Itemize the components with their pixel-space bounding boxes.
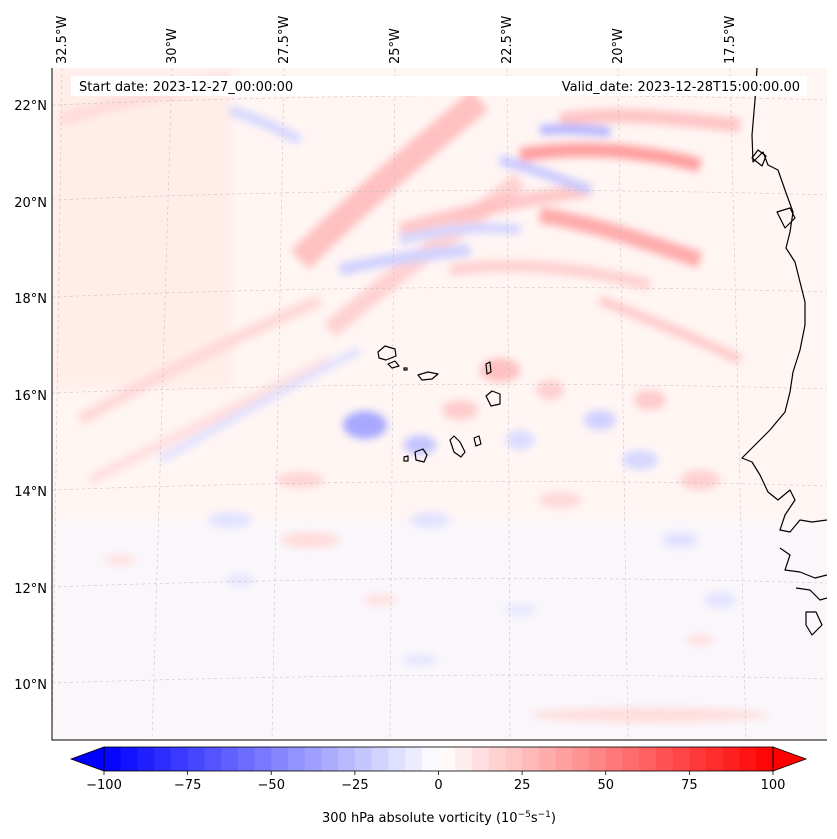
start-date-text: Start date: 2023-12-27_00:00:00 xyxy=(79,80,293,95)
colorbar-extend-max xyxy=(772,746,808,772)
africa-coastline xyxy=(741,68,827,636)
colorbar-segment xyxy=(622,747,640,771)
colorbar-segment xyxy=(287,747,306,771)
colorbar-segment xyxy=(388,747,406,771)
island-maio xyxy=(473,435,482,447)
colorbar-segment xyxy=(455,747,473,771)
island-santo-antao xyxy=(377,345,397,361)
colorbar-segment xyxy=(371,747,389,771)
colorbar-segment xyxy=(438,747,456,771)
colorbar-segment xyxy=(221,747,239,771)
colorbar-segment xyxy=(488,747,506,771)
colorbar-segment xyxy=(605,747,623,771)
colorbar-tick-label: 100 xyxy=(761,778,786,793)
island-santa-luzia xyxy=(403,367,408,371)
colorbar-segment xyxy=(170,747,189,771)
colorbar-segment xyxy=(104,747,122,771)
island-sao-vicente xyxy=(387,360,400,369)
coastline xyxy=(741,68,827,636)
colorbar-segment xyxy=(137,747,155,771)
island-sao-nicolau xyxy=(417,371,439,381)
colorbar-segment xyxy=(321,747,339,771)
lon-label-20w: 20°W xyxy=(611,28,626,64)
colorbar-segment xyxy=(471,747,490,771)
coast-detail xyxy=(776,207,796,229)
colorbar-ticks: −100 −75 −50 −25 0 25 50 75 100 xyxy=(86,771,785,793)
colorbar-tick-label: −75 xyxy=(174,778,201,793)
island-boa-vista xyxy=(485,390,501,407)
map-panel: Start date: 2023-12-27_00:00:00 Valid_da… xyxy=(51,68,827,741)
colorbar-tick-label: 75 xyxy=(681,778,698,793)
colorbar-segment xyxy=(271,747,289,771)
colorbar-segment xyxy=(672,747,690,771)
colorbar-segment xyxy=(354,747,373,771)
dakar-peninsula xyxy=(751,149,767,167)
colorbar-segment xyxy=(254,747,272,771)
colorbar-segment xyxy=(722,747,740,771)
colorbar-segment xyxy=(405,747,423,771)
lon-label-17-5w: 17.5°W xyxy=(723,16,738,64)
lon-label-30w: 30°W xyxy=(165,28,180,64)
colorbar-segment xyxy=(204,747,222,771)
lat-label-22n: 22°N xyxy=(14,99,47,114)
map-frame xyxy=(51,68,827,741)
colorbar-tick-label: −100 xyxy=(86,778,122,793)
colorbar-tick-label: 25 xyxy=(514,778,531,793)
colorbar-segment xyxy=(756,747,774,771)
colorbar-tick-label: −25 xyxy=(341,778,368,793)
colorbar-segment xyxy=(706,747,724,771)
lat-label-12n: 12°N xyxy=(14,582,47,597)
valid-date-text: Valid_date: 2023-12-28T15:00:00.00 xyxy=(562,80,800,95)
lat-label-18n: 18°N xyxy=(14,292,47,307)
colorbar-segment xyxy=(538,747,556,771)
colorbar-segments xyxy=(104,747,774,771)
lon-label-25w: 25°W xyxy=(388,28,403,64)
colorbar-segment xyxy=(572,747,590,771)
longitude-labels: 32.5°W 30°W 27.5°W 25°W 22.5°W 20°W 17.5… xyxy=(55,16,738,64)
island-santiago xyxy=(449,435,466,458)
colorbar-segment xyxy=(120,747,138,771)
vorticity-field xyxy=(52,68,827,740)
lat-label-10n: 10°N xyxy=(14,678,47,693)
colorbar-segment xyxy=(154,747,172,771)
colorbar-segment xyxy=(555,747,573,771)
colorbar-tick-label: −50 xyxy=(258,778,285,793)
date-banner-background xyxy=(71,76,807,96)
colorbar-segment xyxy=(739,747,757,771)
lat-label-16n: 16°N xyxy=(14,389,47,404)
colorbar-segment xyxy=(237,747,255,771)
colorbar-segment xyxy=(505,747,523,771)
colorbar-label: 300 hPa absolute vorticity (10−5s−1) xyxy=(322,810,556,826)
colorbar-tick-label: 50 xyxy=(597,778,614,793)
cape-verde-islands xyxy=(377,345,501,463)
lat-label-14n: 14°N xyxy=(14,485,47,500)
colorbar-segment xyxy=(338,747,356,771)
colorbar-segment xyxy=(421,747,439,771)
colorbar-extend-min xyxy=(69,746,105,772)
island-fogo xyxy=(414,448,428,463)
colorbar-segment xyxy=(655,747,674,771)
date-banner: Start date: 2023-12-27_00:00:00 Valid_da… xyxy=(71,76,807,96)
colorbar-segment xyxy=(639,747,657,771)
lon-label-22-5w: 22.5°W xyxy=(500,16,515,64)
colorbar-segment xyxy=(689,747,707,771)
lat-label-20n: 20°N xyxy=(14,196,47,211)
colorbar: −100 −75 −50 −25 0 25 50 75 100 300 hPa absolute… xyxy=(69,746,808,826)
island-sal xyxy=(485,361,492,375)
colorbar-tick-label: 0 xyxy=(434,778,442,793)
colorbar-segment xyxy=(187,747,205,771)
lon-label-27-5w: 27.5°W xyxy=(277,16,292,64)
lon-label-32-5w: 32.5°W xyxy=(55,16,70,64)
latitude-labels: 22°N 20°N 18°N 16°N 14°N 12°N 10°N xyxy=(14,99,47,693)
colorbar-segment xyxy=(522,747,540,771)
colorbar-segment xyxy=(304,747,322,771)
colorbar-segment xyxy=(589,747,607,771)
island-brava xyxy=(403,455,409,462)
